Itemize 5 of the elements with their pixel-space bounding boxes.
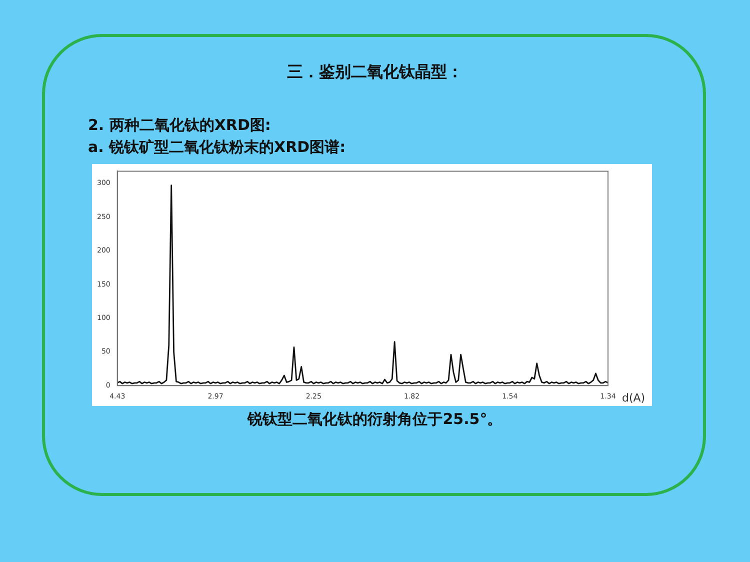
text: a. 锐钛矿型二氧化钛粉末的XRD图谱:	[88, 137, 346, 158]
chart-title: 三．鉴别二氧化钛晶型：	[286, 62, 464, 83]
text: 锐钛型二氧化钛的衍射角位于25.5°。	[246, 410, 504, 429]
x-axis-title: d(A)	[622, 391, 646, 404]
text: 2. 两种二氧化钛的XRD图:	[88, 115, 272, 136]
